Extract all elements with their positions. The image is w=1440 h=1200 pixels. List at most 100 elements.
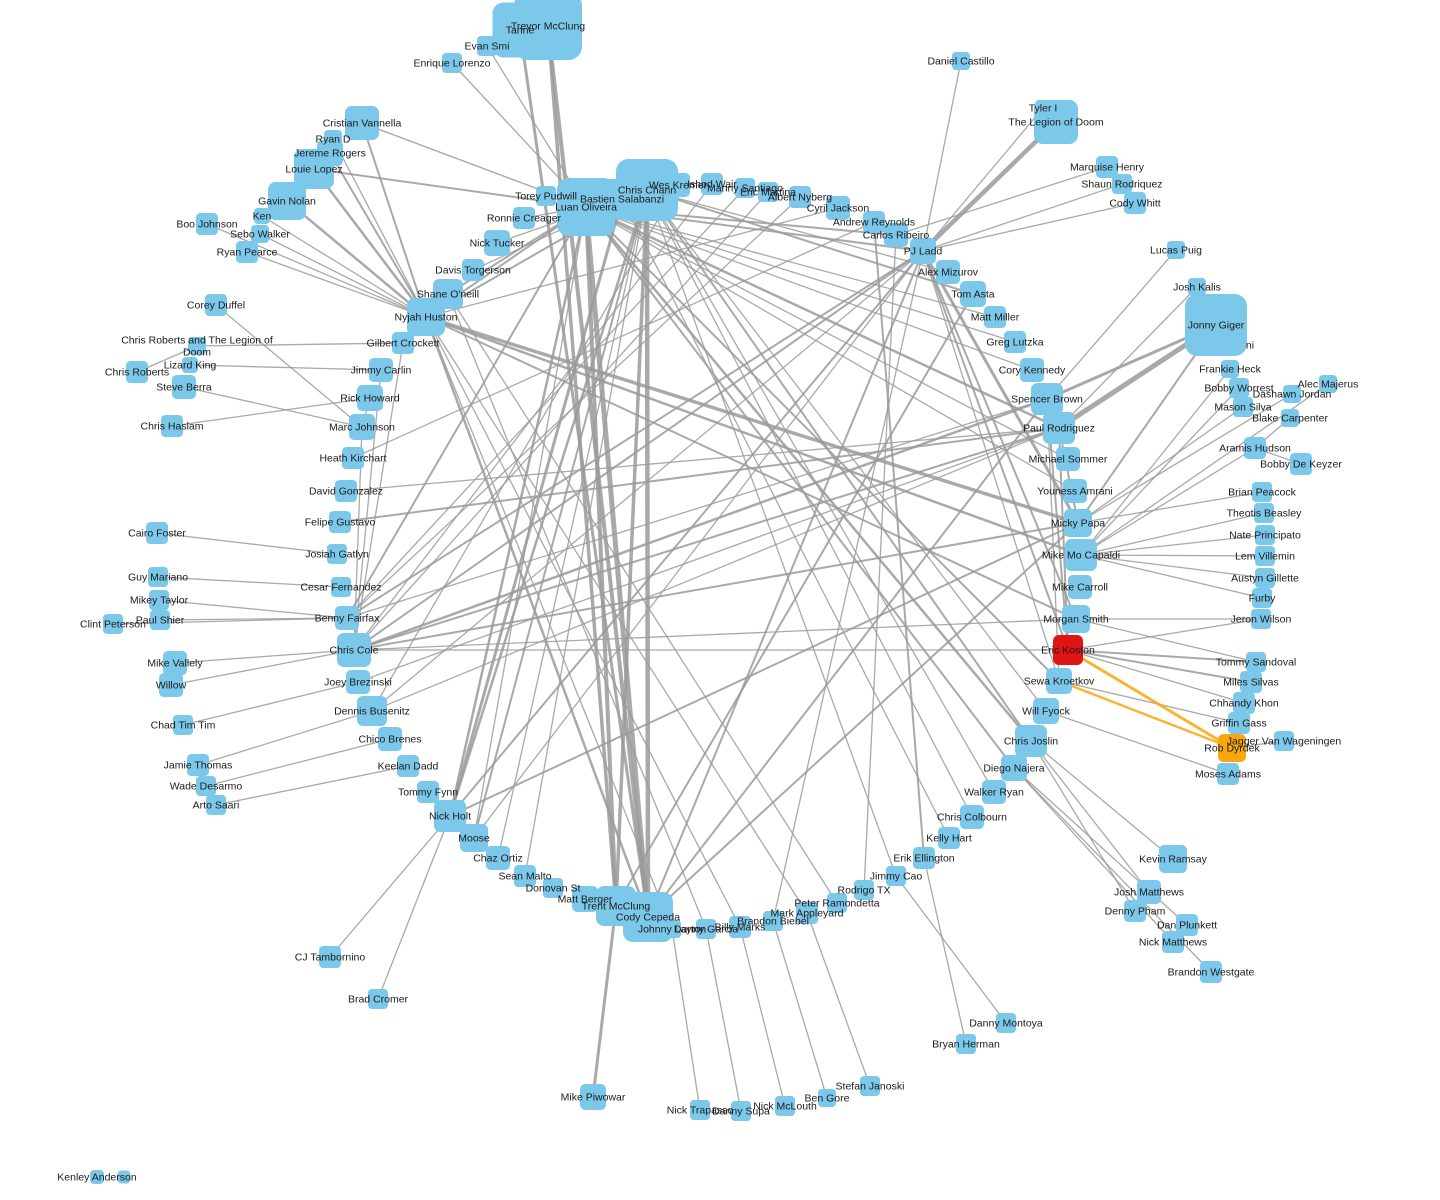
graph-node-highlighted[interactable] [1053,635,1083,665]
graph-node[interactable] [319,946,341,968]
graph-node[interactable] [1033,698,1059,724]
graph-node[interactable] [1004,331,1026,353]
graph-node[interactable] [1062,605,1090,633]
graph-node[interactable] [956,1034,976,1054]
graph-node[interactable] [663,920,681,938]
graph-node[interactable] [173,715,193,735]
graph-node[interactable] [1167,241,1185,259]
graph-node[interactable] [337,633,371,667]
graph-node[interactable] [159,673,183,697]
graph-node-selected[interactable] [1218,734,1246,762]
graph-node[interactable] [407,298,445,336]
graph-node[interactable] [148,567,168,587]
graph-node[interactable] [960,281,986,307]
graph-node[interactable] [696,919,716,939]
graph-node[interactable] [1251,609,1271,629]
graph-node[interactable] [1046,668,1072,694]
graph-node[interactable] [345,106,379,140]
graph-node[interactable] [1255,568,1275,588]
graph-node[interactable] [187,754,209,776]
graph-node[interactable] [513,207,535,229]
graph-node[interactable] [826,196,850,220]
graph-node[interactable] [1015,725,1047,757]
graph-node[interactable] [1185,294,1247,356]
graph-node[interactable] [580,1084,606,1110]
graph-node[interactable] [536,186,556,206]
graph-node[interactable] [1229,378,1249,398]
graph-node[interactable] [1096,156,1118,178]
graph-node[interactable] [331,577,351,597]
graph-node[interactable] [1001,755,1027,781]
graph-node[interactable] [329,511,351,533]
graph-node[interactable] [417,781,439,803]
graph-node[interactable] [1252,588,1272,608]
graph-node[interactable] [1020,358,1044,382]
graph-node[interactable] [1221,360,1239,378]
graph-node[interactable] [514,865,536,887]
graph-node[interactable] [1068,575,1092,599]
graph-node[interactable] [910,238,936,264]
graph-node[interactable] [268,182,306,220]
graph-node[interactable] [1246,652,1266,672]
graph-node[interactable] [1063,479,1087,503]
graph-node[interactable] [335,606,359,630]
graph-node[interactable] [1290,453,1312,475]
graph-node[interactable] [397,755,419,777]
graph-node[interactable] [557,178,615,236]
graph-node[interactable] [1043,412,1075,444]
graph-node[interactable] [1124,900,1146,922]
graph-node[interactable] [982,780,1006,804]
graph-node[interactable] [342,447,364,469]
graph-node[interactable] [1217,763,1239,785]
graph-node[interactable] [368,989,388,1009]
graph-node[interactable] [913,847,935,869]
graph-node[interactable] [936,260,960,284]
graph-node[interactable] [729,916,751,938]
graph-node[interactable] [731,1101,751,1121]
graph-node[interactable] [1283,385,1301,403]
graph-node[interactable] [984,306,1006,328]
graph-node[interactable] [163,651,187,675]
graph-node[interactable] [188,337,206,355]
graph-node[interactable] [758,182,778,202]
graph-node[interactable] [196,213,218,235]
graph-node[interactable] [357,696,387,726]
graph-node[interactable] [460,824,488,852]
graph-node[interactable] [126,361,148,383]
graph-node[interactable] [1255,546,1275,566]
graph-node[interactable] [860,1076,880,1096]
graph-node[interactable] [952,52,970,70]
graph-node[interactable] [1319,375,1337,393]
graph-node[interactable] [206,795,226,815]
graph-node[interactable] [789,186,811,208]
graph-node[interactable] [1228,712,1250,734]
graph-node[interactable] [484,230,510,256]
graph-node[interactable] [1065,539,1097,571]
graph-node[interactable] [392,332,414,354]
graph-node[interactable] [1162,931,1184,953]
graph-node[interactable] [103,614,123,634]
graph-node[interactable] [775,1096,795,1116]
graph-node[interactable] [884,223,908,247]
graph-node[interactable] [1254,503,1274,523]
graph-node[interactable] [1188,278,1206,296]
graph-node[interactable] [1240,671,1262,693]
graph-node[interactable] [1159,845,1187,873]
graph-node[interactable] [254,208,270,224]
graph-node[interactable] [477,36,497,56]
graph-node[interactable] [196,776,216,796]
graph-node[interactable] [369,358,393,382]
graph-node[interactable] [205,294,227,316]
graph-node[interactable] [938,827,960,849]
graph-node[interactable] [251,225,269,243]
graph-node[interactable] [1244,437,1266,459]
graph-node[interactable] [149,590,169,610]
graph-node[interactable] [486,846,510,870]
graph-node[interactable] [357,385,383,411]
graph-node[interactable] [735,178,755,198]
graph-node[interactable] [327,544,347,564]
graph-node[interactable] [1056,447,1080,471]
graph-node[interactable] [796,902,818,924]
graph-node[interactable] [172,375,196,399]
graph-node[interactable] [623,892,673,942]
